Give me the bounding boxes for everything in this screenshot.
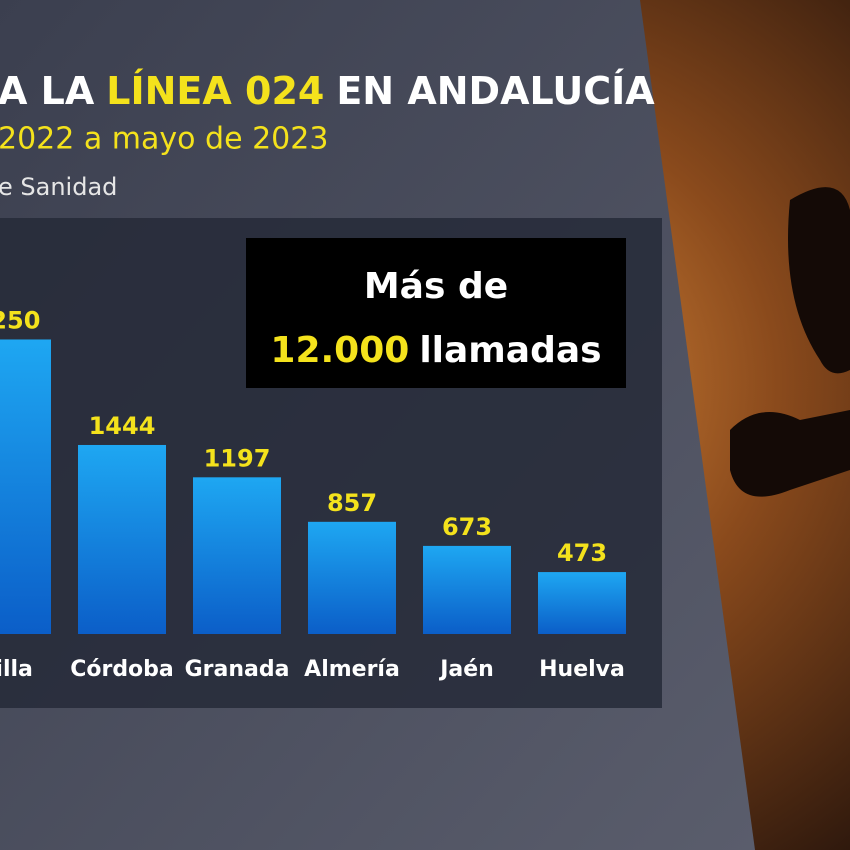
value-label: 673 (442, 513, 492, 541)
callout-line1: Más de (364, 266, 508, 307)
callout-highlight: 12.000 (270, 330, 409, 371)
callout-box (246, 238, 626, 388)
bar (423, 545, 511, 634)
bar (538, 572, 626, 634)
title-highlight: LÍNEA 024 (106, 69, 324, 113)
x-tick-label: Jaén (438, 657, 494, 682)
chart-title: A LA LÍNEA 024 EN ANDALUCÍA (0, 69, 655, 113)
value-label: 1197 (204, 444, 271, 472)
value-label: 1444 (89, 412, 156, 440)
callout-line2: 12.000 llamadas (270, 330, 601, 371)
bar (78, 444, 166, 634)
bar (0, 339, 51, 634)
callout-rest: llamadas (419, 330, 601, 371)
title-start: A LA (0, 69, 95, 113)
bar (193, 477, 281, 634)
bar (308, 521, 396, 634)
title-end: EN ANDALUCÍA (336, 69, 655, 113)
source: e Sanidad (0, 173, 117, 201)
value-label: 473 (557, 539, 607, 567)
x-tick-label: Granada (185, 657, 290, 682)
silhouette-fist (730, 410, 850, 497)
x-tick-label: villa (0, 657, 33, 682)
subtitle: 2022 a mayo de 2023 (0, 122, 328, 157)
value-label: 2250 (0, 306, 40, 334)
value-label: 857 (327, 489, 377, 517)
x-tick-label: Huelva (539, 657, 625, 682)
x-tick-label: Córdoba (70, 657, 174, 682)
silhouette (788, 187, 850, 374)
x-tick-label: Almería (304, 657, 400, 682)
